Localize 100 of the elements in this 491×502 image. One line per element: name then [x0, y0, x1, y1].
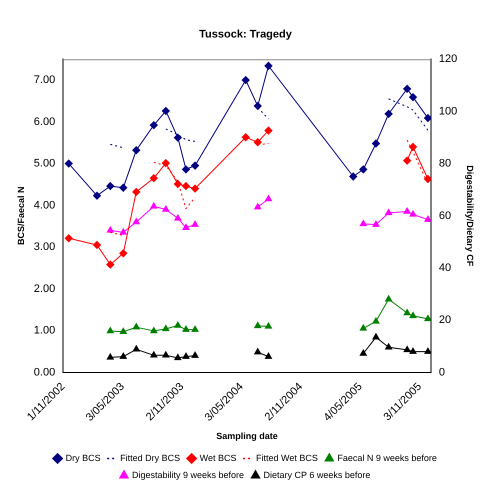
point: [264, 195, 272, 202]
point: [120, 328, 127, 334]
point: [404, 208, 411, 214]
y-tick-label: 6.00: [34, 116, 56, 128]
point: [254, 322, 262, 328]
point: [150, 326, 158, 334]
point: [182, 165, 190, 174]
point: [385, 343, 392, 350]
legend-label: Digestability 9 weeks before: [132, 470, 244, 480]
point: [424, 114, 431, 122]
point: [408, 93, 417, 102]
point: [409, 348, 417, 354]
point: [191, 184, 200, 193]
point: [403, 156, 412, 165]
point: [119, 184, 128, 192]
y-tick-label: 7.00: [34, 74, 56, 86]
point: [64, 160, 73, 168]
point: [404, 308, 411, 316]
y2-axis-title: Digestability/Dietary CF: [465, 165, 476, 267]
point: [385, 208, 392, 216]
point: [264, 322, 272, 329]
point: [349, 172, 358, 180]
point: [162, 205, 170, 212]
point: [404, 346, 411, 352]
point: [162, 324, 170, 332]
point: [162, 351, 170, 358]
point: [360, 349, 367, 356]
point: [408, 142, 417, 151]
point: [264, 126, 272, 135]
y2-tick-label: 60: [438, 210, 452, 222]
legend-label: Dietary CP 6 weeks before: [264, 470, 370, 480]
y-tick-label: 1.00: [34, 324, 56, 337]
point: [106, 326, 114, 334]
point: [424, 314, 431, 322]
point: [64, 234, 73, 242]
y2-tick-label: 0: [438, 366, 445, 378]
point: [174, 354, 182, 360]
point: [120, 228, 127, 235]
point: [132, 218, 140, 224]
x-axis-title: Sampling date: [216, 431, 278, 442]
point: [182, 224, 190, 230]
point: [359, 165, 368, 174]
point: [120, 352, 127, 359]
point: [150, 202, 158, 209]
y2-tick-label: 40: [438, 262, 452, 274]
legend-label: Wet BCS: [200, 452, 236, 463]
point: [162, 159, 170, 168]
point: [174, 134, 182, 142]
chart-title: Tussock: Tragedy: [199, 28, 293, 41]
point: [372, 220, 380, 227]
point: [106, 182, 114, 190]
y-tick-label: 3.00: [34, 241, 56, 254]
point: [162, 106, 170, 115]
point: [182, 352, 190, 359]
point: [174, 180, 182, 188]
point: [182, 326, 190, 332]
point: [132, 188, 140, 196]
point: [92, 192, 101, 200]
y-tick-label: 4.00: [34, 199, 56, 212]
point: [132, 345, 140, 352]
point: [182, 182, 190, 190]
point: [254, 138, 262, 146]
point: [384, 110, 393, 118]
point: [191, 162, 200, 170]
point: [372, 317, 380, 324]
legend-label: Fitted Wet BCS: [256, 452, 318, 463]
point: [264, 62, 272, 70]
y2-tick-label: 100: [438, 105, 458, 118]
point: [150, 121, 158, 130]
point: [150, 174, 158, 182]
point: [192, 326, 199, 332]
point: [360, 220, 367, 226]
point: [174, 214, 182, 221]
point: [254, 102, 262, 110]
y-tick-label: 5.00: [34, 158, 56, 170]
point: [106, 260, 114, 269]
point: [264, 352, 272, 359]
point: [174, 322, 182, 328]
point: [409, 312, 417, 318]
y2-tick-label: 120: [438, 53, 458, 66]
point: [372, 140, 380, 148]
legend-label: Fitted Dry BCS: [120, 452, 180, 463]
point: [242, 76, 250, 84]
point: [192, 352, 199, 358]
point: [360, 324, 367, 331]
point: [409, 210, 417, 217]
y-tick-label: 2.00: [34, 282, 56, 295]
point: [372, 333, 380, 340]
point: [132, 146, 140, 154]
point: [424, 348, 431, 354]
y2-tick-label: 20: [438, 314, 452, 326]
point: [192, 220, 199, 227]
point: [132, 323, 140, 330]
point: [106, 226, 114, 233]
point: [424, 216, 431, 222]
point: [424, 175, 431, 183]
point: [106, 353, 114, 360]
point: [403, 84, 412, 93]
y-tick-label: 0.00: [34, 366, 56, 378]
point: [254, 203, 262, 210]
